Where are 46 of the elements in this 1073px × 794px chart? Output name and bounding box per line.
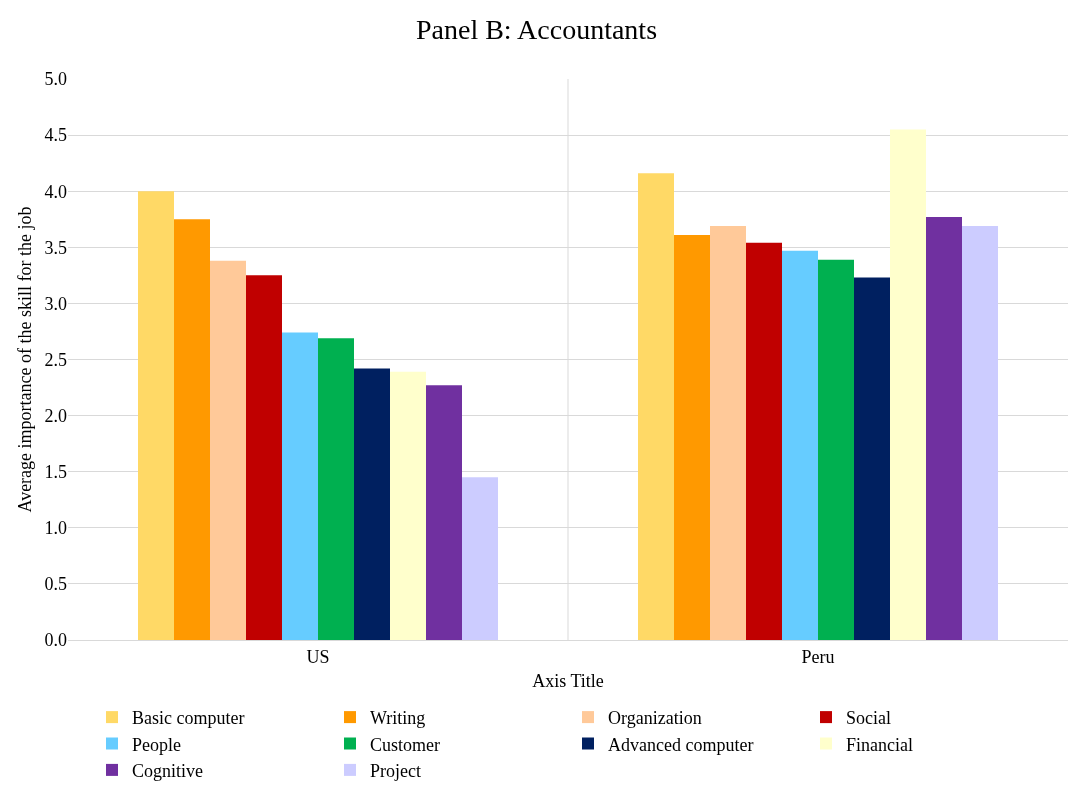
y-tick-label: 1.5 (44, 462, 67, 482)
legend-label: Customer (370, 734, 440, 755)
bar (318, 338, 354, 640)
bar (354, 368, 390, 640)
x-axis-title: Axis Title (532, 670, 604, 691)
y-tick-label: 2.0 (44, 405, 67, 426)
bar (854, 277, 890, 640)
y-tick-label: 5.0 (44, 69, 67, 90)
legend-label: People (132, 734, 181, 755)
bar (782, 250, 818, 640)
legend-label: Financial (846, 734, 913, 755)
bar (890, 129, 926, 640)
bar (210, 260, 246, 640)
bar (282, 332, 318, 640)
bar (674, 234, 710, 640)
x-tick-label: Peru (801, 646, 835, 667)
legend-label: Cognitive (132, 760, 204, 781)
bar (138, 191, 174, 640)
y-tick-label: 1.0 (44, 518, 67, 539)
bar (462, 477, 498, 640)
bar (710, 225, 746, 640)
x-tick-label: US (306, 646, 330, 667)
y-tick-label: 0.5 (44, 574, 67, 595)
bar (390, 371, 426, 640)
bar (638, 173, 674, 640)
legend-label: Basic computer (132, 708, 245, 729)
bar (246, 275, 282, 640)
bar (174, 219, 210, 640)
y-tick-label: 0.0 (44, 630, 67, 651)
bar (962, 225, 998, 640)
legend-label: Social (846, 708, 891, 729)
y-tick-label: 3.5 (44, 237, 67, 258)
legend-label: Project (370, 760, 421, 781)
y-tick-label: 3.0 (44, 293, 67, 314)
legend-label: Advanced computer (608, 734, 754, 755)
y-tick-label: 4.0 (44, 181, 67, 202)
legend-label: Writing (370, 708, 426, 729)
bar (818, 259, 854, 640)
chart-title: Panel B: Accountants (415, 14, 658, 46)
bar (426, 385, 462, 640)
bar (926, 217, 962, 640)
y-tick-label: 2.5 (44, 349, 67, 370)
legend-label: Organization (608, 708, 702, 729)
y-axis-title: Average importance of the skill for the job (14, 206, 35, 513)
bar (746, 242, 782, 640)
y-tick-label: 4.5 (44, 125, 67, 146)
